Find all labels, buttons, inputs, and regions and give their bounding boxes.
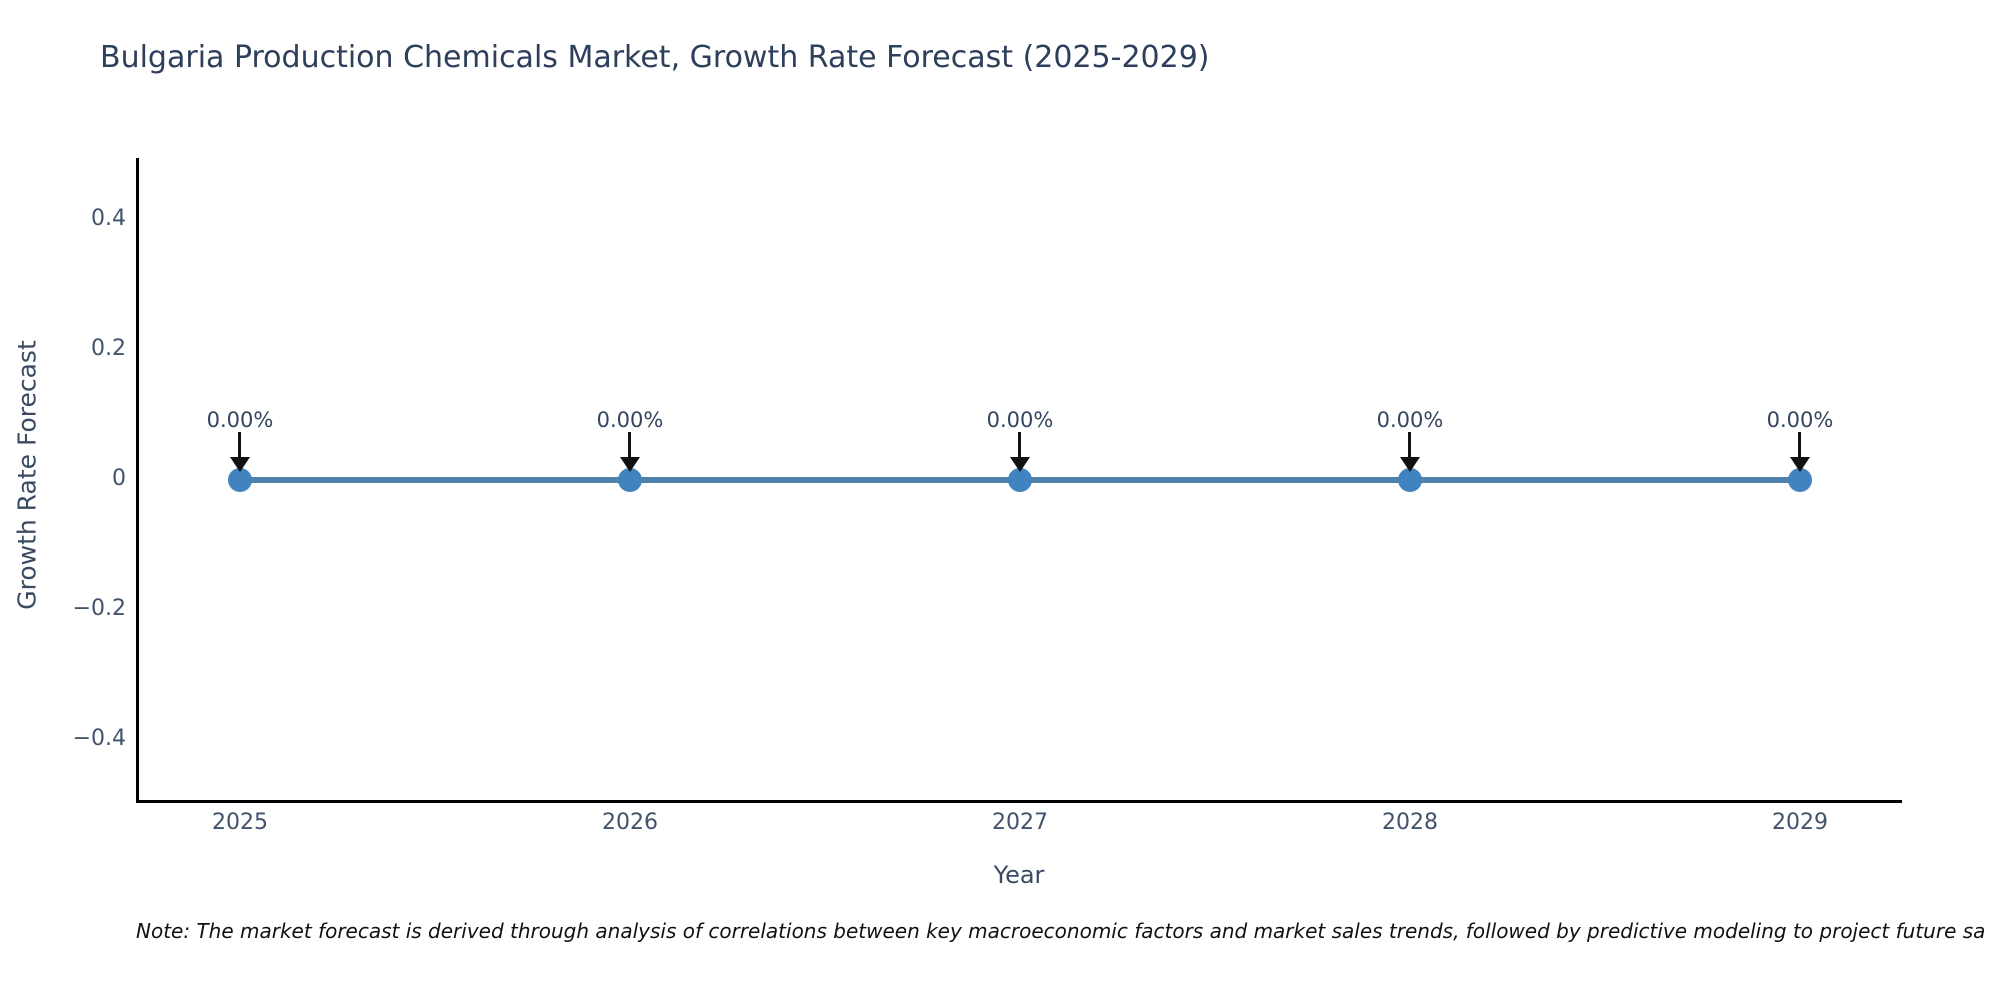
y-tick-label: 0 [112,466,126,491]
y-tick-label: −0.4 [72,726,126,751]
data-point-marker [618,468,642,492]
annotation-label: 0.00% [206,408,274,432]
y-axis-line [136,158,139,803]
annotation-arrowhead-icon [1790,457,1810,472]
annotation-label: 0.00% [596,408,664,432]
footnote: Note: The market forecast is derived thr… [136,919,1986,943]
annotation-arrow-stem [628,432,631,458]
x-tick-label: 2025 [212,810,268,835]
annotation-arrowhead-icon [230,457,250,472]
annotation-label: 0.00% [1376,408,1444,432]
x-axis-title: Year [993,861,1045,889]
chart-title: Bulgaria Production Chemicals Market, Gr… [100,40,1210,75]
y-tick-label: −0.2 [72,596,126,621]
data-point-marker [1398,468,1422,492]
annotation-arrow-stem [1798,432,1801,458]
annotation-arrowhead-icon [1400,457,1420,472]
data-point-marker [228,468,252,492]
annotation-arrowhead-icon [620,457,640,472]
data-point-marker [1788,468,1812,492]
x-tick-label: 2028 [1382,810,1438,835]
data-point-marker [1008,468,1032,492]
annotation-arrow-stem [1408,432,1411,458]
x-axis-line [136,800,1902,803]
annotation-label: 0.00% [986,408,1054,432]
annotation-arrow-stem [1018,432,1021,458]
annotation-arrowhead-icon [1010,457,1030,472]
y-tick-label: 0.4 [91,206,126,231]
y-tick-label: 0.2 [91,336,126,361]
x-tick-label: 2027 [992,810,1048,835]
annotation-label: 0.00% [1766,408,1834,432]
x-tick-label: 2026 [602,810,658,835]
annotation-arrow-stem [238,432,241,458]
x-tick-label: 2029 [1772,810,1828,835]
